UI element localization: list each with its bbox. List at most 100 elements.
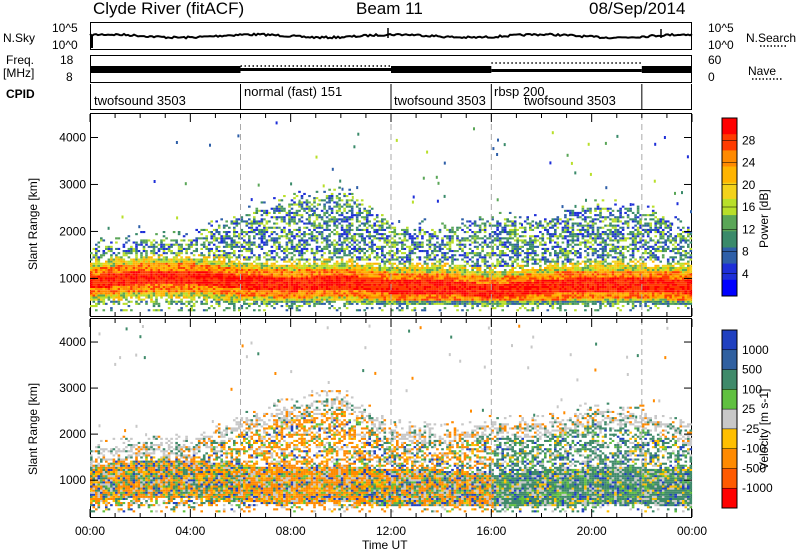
power-cell <box>217 256 221 259</box>
power-cell <box>175 281 178 284</box>
power-cell <box>192 305 196 308</box>
power-cell <box>107 277 111 280</box>
power-cell <box>320 262 324 265</box>
power-cell <box>350 260 354 263</box>
power-cell <box>433 247 437 250</box>
power-cell <box>290 264 294 267</box>
power-cell <box>486 220 489 223</box>
power-cell <box>448 288 452 291</box>
power-cell <box>353 260 356 263</box>
power-cell <box>127 250 131 253</box>
power-cell <box>298 296 301 299</box>
power-cell <box>413 279 417 282</box>
power-cell <box>421 283 424 286</box>
power-cell <box>323 290 326 293</box>
power-cell <box>458 243 462 246</box>
power-cell <box>330 252 334 255</box>
power-cell <box>328 264 331 267</box>
power-cell <box>340 298 344 301</box>
power-cell <box>340 271 344 274</box>
power-cell <box>142 262 146 265</box>
power-cell <box>200 247 203 250</box>
power-cell <box>248 247 251 250</box>
power-cell <box>305 266 309 269</box>
power-cell <box>290 233 294 236</box>
power-cell <box>97 269 101 272</box>
power-cell <box>458 271 462 274</box>
power-cell <box>268 226 271 229</box>
power-cell <box>343 266 346 269</box>
power-cell <box>255 269 259 272</box>
power-cell <box>207 250 211 253</box>
power-cell <box>358 241 361 244</box>
power-cell <box>335 241 339 244</box>
power-cell <box>175 256 178 259</box>
cpid-seg-2: normal (fast) 151 <box>244 84 343 99</box>
power-cell <box>200 277 203 280</box>
power-cell <box>250 222 254 225</box>
power-cell <box>483 226 487 229</box>
power-cell <box>265 288 269 291</box>
power-cell <box>258 243 261 246</box>
power-cell <box>260 277 264 280</box>
power-cell <box>210 235 213 238</box>
power-cell <box>110 260 113 263</box>
power-cell <box>391 273 394 276</box>
power-cell <box>348 264 351 267</box>
power-cell <box>225 224 228 227</box>
power-cell <box>338 207 341 210</box>
power-cell <box>293 203 296 206</box>
power-cell <box>365 302 369 305</box>
power-cell <box>315 298 319 301</box>
power-cell <box>416 275 419 278</box>
power-cell <box>353 235 356 238</box>
power-cell <box>162 269 166 272</box>
power-cell <box>145 279 148 282</box>
power-cell <box>212 294 216 297</box>
power-cell <box>182 275 186 278</box>
power-cell <box>456 269 459 272</box>
power-cell <box>228 283 231 286</box>
power-cell <box>391 302 394 305</box>
power-cell <box>225 294 228 297</box>
power-cell <box>428 290 432 293</box>
power-cell <box>423 273 427 276</box>
power-cell <box>278 247 281 250</box>
power-cell <box>122 288 126 291</box>
power-cell <box>360 290 364 293</box>
power-cell <box>325 224 329 227</box>
power-cell <box>315 281 319 284</box>
power-cell <box>338 296 341 299</box>
power-cell <box>285 243 289 246</box>
power-cell <box>338 277 341 280</box>
power-cell <box>280 250 284 253</box>
power-cell <box>360 302 364 305</box>
power-cell <box>320 237 324 240</box>
power-cell <box>468 275 472 278</box>
power-cell <box>368 300 371 303</box>
power-cell <box>338 197 341 200</box>
power-cell <box>370 269 374 272</box>
power-cell <box>335 285 339 288</box>
power-cell <box>345 302 349 305</box>
power-cell <box>268 290 271 293</box>
power-cell <box>147 296 151 299</box>
power-cell <box>391 269 394 272</box>
power-cell <box>365 211 369 214</box>
power-cell <box>375 302 379 305</box>
power-cell <box>240 269 244 272</box>
power-cell <box>441 300 444 303</box>
power-cell <box>125 292 128 295</box>
power-cell <box>401 290 404 293</box>
power-cell <box>431 264 434 267</box>
power-cell <box>471 281 474 284</box>
power-cell <box>228 300 231 303</box>
power-cell <box>243 258 246 261</box>
power-cell <box>471 288 474 291</box>
power-cell <box>235 277 239 280</box>
power-cell <box>483 285 487 288</box>
power-cell <box>463 305 467 308</box>
power-cell <box>228 273 231 276</box>
power-cell <box>448 298 452 301</box>
power-cell <box>145 271 148 274</box>
